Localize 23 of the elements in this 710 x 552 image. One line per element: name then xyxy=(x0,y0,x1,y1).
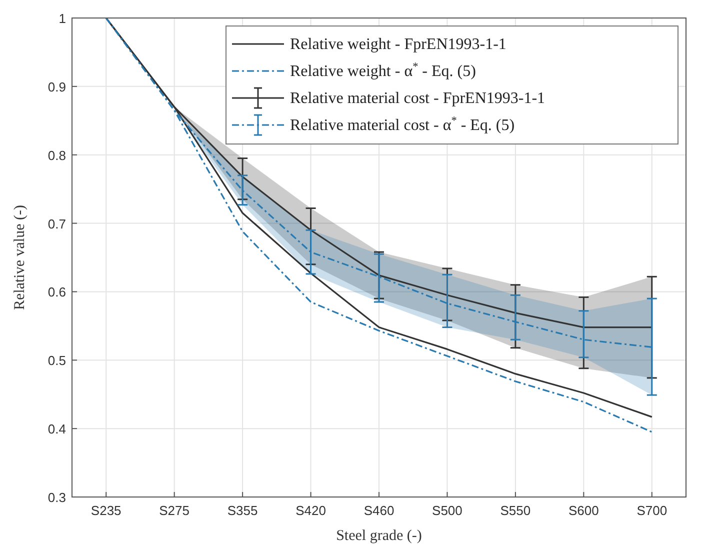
x-axis-title: Steel grade (-) xyxy=(336,528,422,544)
legend-label: Relative material cost - FprEN1993-1-1 xyxy=(290,90,546,107)
y-tick-label: 0.9 xyxy=(48,79,66,94)
y-tick-label: 0.6 xyxy=(48,284,66,300)
x-tick-label: S700 xyxy=(636,503,668,518)
legend-label: Relative weight - α$^{*}$ - Eq. (5) xyxy=(290,61,476,80)
y-tick-label: 0.5 xyxy=(48,353,66,368)
x-tick-label: S355 xyxy=(227,503,258,518)
y-tick-label: 0.8 xyxy=(48,148,66,163)
legend-label: Relative weight - FprEN1993-1-1 xyxy=(290,36,506,53)
y-axis-title: Relative value (-) xyxy=(12,205,28,310)
x-tick-label: S235 xyxy=(90,503,122,518)
x-tick-label: S500 xyxy=(432,503,462,518)
y-tick-label: 0.3 xyxy=(48,490,66,505)
x-tick-label: S600 xyxy=(568,503,599,518)
x-tick-label: S460 xyxy=(364,503,394,518)
y-tick-label: 0.7 xyxy=(48,216,66,232)
legend-label: Relative material cost - α$^{*}$ - Eq. (5) xyxy=(290,115,515,134)
y-tick-label: 0.4 xyxy=(48,422,66,437)
x-tick-label: S275 xyxy=(159,503,190,518)
x-tick-label: S550 xyxy=(500,503,531,518)
x-tick-label: S420 xyxy=(296,503,326,518)
y-tick-label: 1 xyxy=(58,11,66,26)
